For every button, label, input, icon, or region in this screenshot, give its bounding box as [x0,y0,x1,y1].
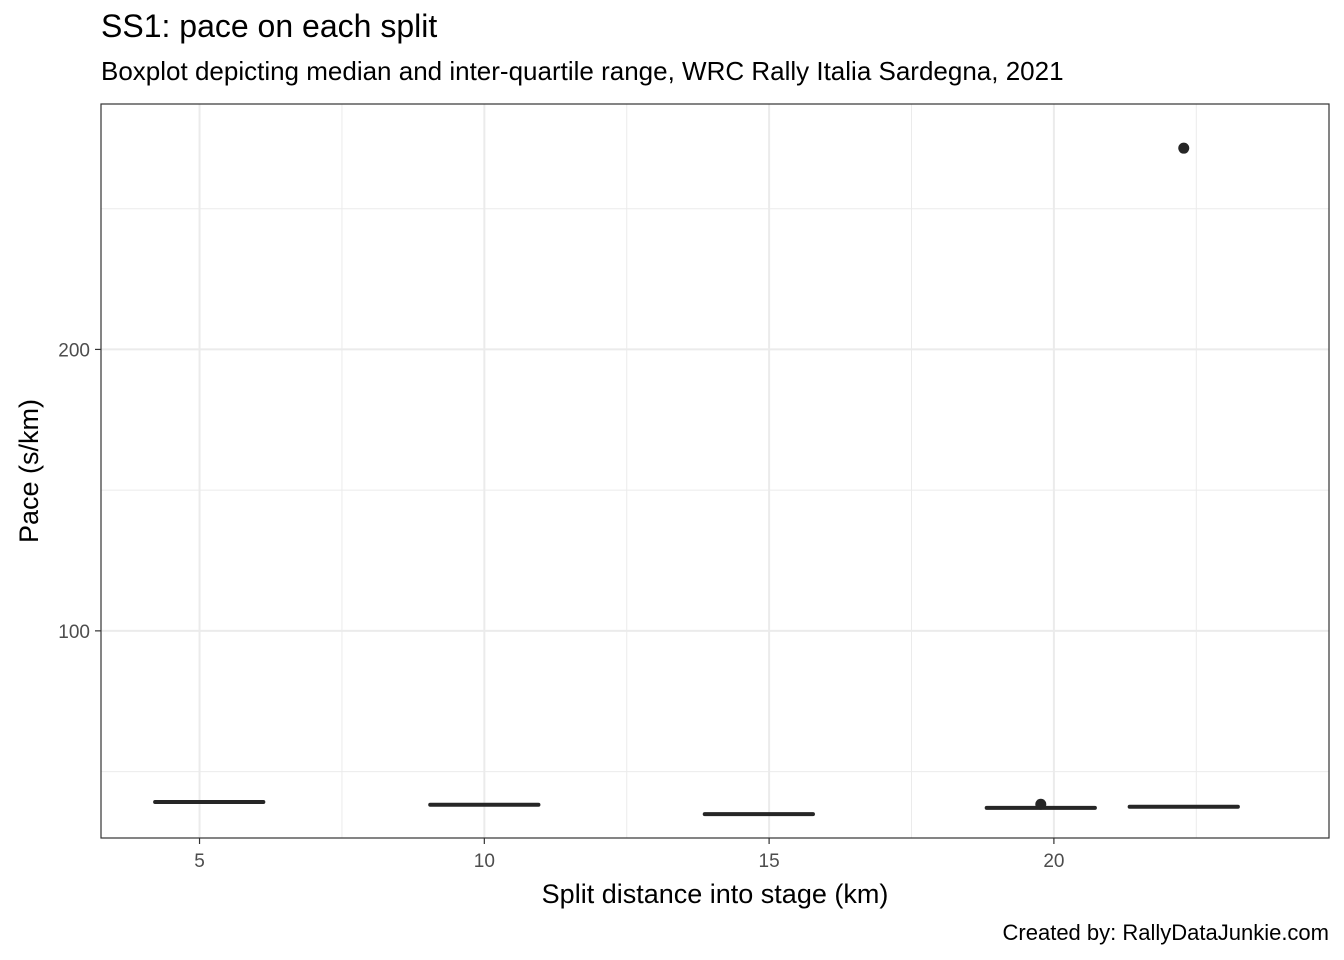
grid-layer [101,104,1329,838]
y-tick-label: 200 [58,340,90,361]
x-tick-label: 20 [1043,851,1064,872]
x-tick-label: 10 [474,851,495,872]
x-axis-title: Split distance into stage (km) [542,879,889,909]
y-axis-title: Pace (s/km) [14,399,44,543]
marks-layer [153,142,1240,817]
outlier-point [1178,142,1190,154]
outlier-point [1035,798,1047,810]
x-tick-label: 5 [194,851,205,872]
chart-subtitle: Boxplot depicting median and inter-quart… [101,56,1064,86]
x-tick-label: 15 [759,851,780,872]
y-tick-label: 100 [58,622,90,643]
chart-caption: Created by: RallyDataJunkie.com [1002,920,1329,945]
panel-border [100,103,1330,839]
axes-layer: 5 10 15 20 100 200 [58,340,1064,872]
chart-title: SS1: pace on each split [101,8,438,44]
